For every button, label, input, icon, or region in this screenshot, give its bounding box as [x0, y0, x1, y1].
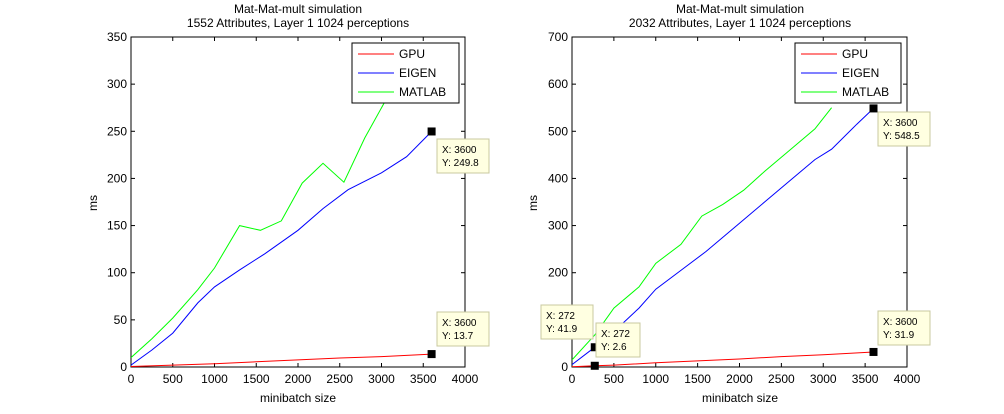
datatip[interactable]: X: 272 Y: 2.6 — [590, 322, 641, 370]
x-tick-label: 2500 — [768, 372, 795, 386]
y-tick-label: 0 — [120, 360, 127, 374]
x-tick-label: 1000 — [642, 372, 669, 386]
y-tick-label: 200 — [548, 266, 568, 280]
legend: GPU EIGEN MATLAB — [351, 42, 460, 104]
series-line-matlab — [572, 107, 832, 361]
x-tick-label: 3500 — [410, 372, 437, 386]
datatip-y-label: Y: 548.5 — [883, 131, 920, 142]
y-tick-label: 100 — [107, 266, 127, 280]
legend: GPU EIGEN MATLAB — [794, 42, 902, 104]
x-tick-label: 500 — [163, 372, 183, 386]
x-tick-label: 2500 — [326, 372, 353, 386]
datatip[interactable]: X: 3600 Y: 548.5 — [869, 104, 931, 147]
x-tick-label: 2000 — [726, 372, 753, 386]
series-line-gpu — [572, 351, 874, 367]
x-tick-label: 1500 — [243, 372, 270, 386]
series-line-eigen — [131, 131, 432, 366]
datatip-box — [540, 304, 594, 340]
chart-left: Mat-Mat-mult simulation 1552 Attributes,… — [86, 2, 490, 405]
datatip-marker[interactable] — [869, 347, 878, 356]
datatip-y-label: Y: 31.9 — [883, 330, 915, 341]
y-axis-label: ms — [526, 195, 540, 211]
x-tick-label: 4000 — [452, 372, 479, 386]
y-tick-label: 50 — [114, 313, 128, 327]
datatip-x-label: X: 3600 — [883, 118, 918, 129]
datatip-x-label: X: 3600 — [883, 317, 918, 328]
x-tick-label: 500 — [604, 372, 624, 386]
legend-label: GPU — [399, 47, 425, 61]
y-tick-label: 500 — [548, 124, 568, 138]
datatip[interactable]: X: 272 Y: 41.9 — [540, 304, 599, 352]
y-axis-label: ms — [86, 195, 100, 211]
datatip-y-label: Y: 249.8 — [442, 158, 479, 169]
series-line-gpu — [131, 353, 432, 367]
chart-title: Mat-Mat-mult simulation — [234, 2, 362, 16]
chart-right: Mat-Mat-mult simulation 2032 Attributes,… — [526, 2, 931, 405]
y-tick-label: 600 — [548, 77, 568, 91]
y-tick-label: 300 — [107, 77, 127, 91]
legend-label: GPU — [842, 47, 868, 61]
legend-label: MATLAB — [842, 85, 889, 99]
x-tick-label: 3000 — [810, 372, 837, 386]
datatip-marker[interactable] — [590, 361, 599, 370]
datatip-y-label: Y: 13.7 — [442, 331, 474, 342]
datatip-box — [436, 311, 490, 347]
datatip-x-label: X: 3600 — [442, 145, 477, 156]
chart-title: Mat-Mat-mult simulation — [676, 2, 804, 16]
datatip-marker[interactable] — [427, 127, 436, 136]
datatip[interactable]: X: 3600 Y: 249.8 — [427, 127, 490, 174]
y-tick-label: 350 — [107, 30, 127, 44]
datatip[interactable]: X: 3600 Y: 13.7 — [427, 311, 490, 359]
x-tick-label: 1500 — [684, 372, 711, 386]
datatip-box — [877, 111, 931, 147]
datatip-box — [436, 138, 490, 174]
datatip-marker[interactable] — [869, 104, 878, 113]
x-tick-label: 3000 — [368, 372, 395, 386]
x-tick-label: 0 — [569, 372, 576, 386]
x-axis-label: minibatch size — [702, 391, 778, 405]
y-tick-label: 700 — [548, 30, 568, 44]
x-tick-label: 1000 — [201, 372, 228, 386]
datatip-marker[interactable] — [590, 343, 599, 352]
datatip-marker[interactable] — [427, 350, 436, 359]
x-tick-label: 3500 — [852, 372, 879, 386]
series-line-matlab — [131, 83, 399, 358]
x-tick-label: 0 — [128, 372, 135, 386]
y-tick-label: 150 — [107, 219, 127, 233]
legend-label: EIGEN — [399, 66, 436, 80]
legend-label: MATLAB — [399, 85, 446, 99]
series-group — [131, 83, 432, 367]
x-tick-label: 4000 — [894, 372, 921, 386]
y-tick-label: 250 — [107, 124, 127, 138]
datatip-x-label: X: 272 — [601, 329, 630, 340]
datatip[interactable]: X: 3600 Y: 31.9 — [869, 310, 931, 356]
datatip-y-label: Y: 41.9 — [546, 324, 578, 335]
x-axis-label: minibatch size — [260, 391, 336, 405]
legend-label: EIGEN — [842, 66, 879, 80]
chart-subtitle: 1552 Attributes, Layer 1 1024 perception… — [187, 16, 409, 30]
datatip-box — [595, 322, 641, 358]
y-tick-label: 400 — [548, 171, 568, 185]
y-tick-label: 200 — [107, 171, 127, 185]
datatip-box — [877, 310, 931, 346]
x-tick-label: 2000 — [285, 372, 312, 386]
chart-subtitle: 2032 Attributes, Layer 1 1024 perception… — [629, 16, 851, 30]
datatip-x-label: X: 3600 — [442, 318, 477, 329]
y-tick-label: 0 — [561, 360, 568, 374]
y-tick-label: 300 — [548, 219, 568, 233]
datatip-x-label: X: 272 — [546, 311, 575, 322]
datatip-y-label: Y: 2.6 — [601, 342, 627, 353]
